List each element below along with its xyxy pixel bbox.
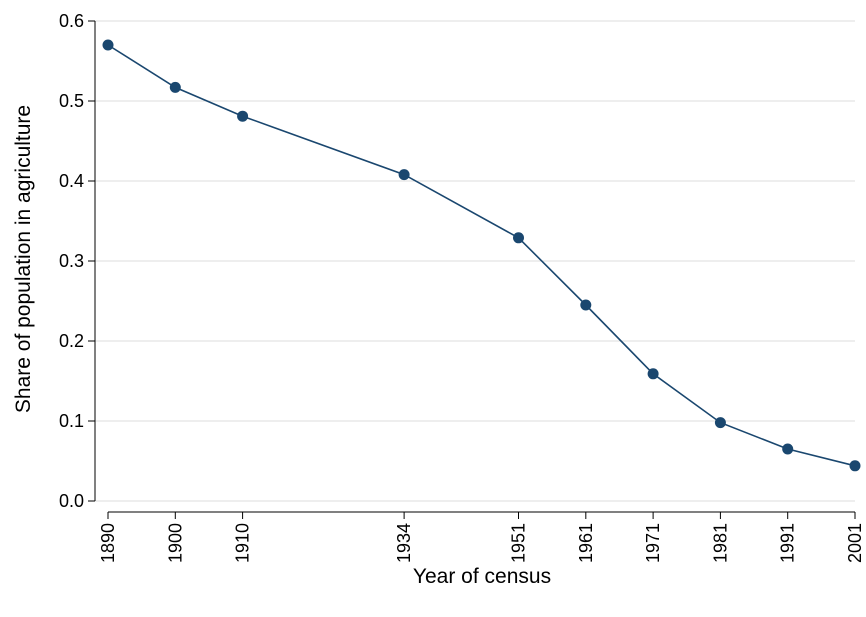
data-point bbox=[398, 169, 410, 181]
y-tick-label: 0.3 bbox=[59, 251, 84, 271]
x-axis: 1890 1900 1910 1934 1951 1961 1971 1981 1991 2001 bbox=[98, 511, 865, 563]
data-point bbox=[513, 232, 525, 244]
x-tick-label: 1951 bbox=[509, 523, 529, 563]
data-point bbox=[714, 417, 726, 429]
x-tick-label: 1991 bbox=[778, 523, 798, 563]
y-axis: 0.0 0.1 0.2 0.3 0.4 0.5 0.6 bbox=[59, 11, 96, 511]
data-point bbox=[849, 460, 861, 472]
data-point bbox=[169, 81, 181, 93]
y-tick-label: 0.4 bbox=[59, 171, 84, 191]
data-point bbox=[647, 368, 659, 380]
y-tick-label: 0.5 bbox=[59, 91, 84, 111]
gridlines bbox=[95, 20, 855, 502]
data-point bbox=[580, 299, 592, 311]
x-tick-label: 1961 bbox=[576, 523, 596, 563]
x-tick-label: 2001 bbox=[845, 523, 865, 563]
x-tick-label: 1910 bbox=[233, 523, 253, 563]
y-tick-label: 0.0 bbox=[59, 491, 84, 511]
data-point bbox=[782, 443, 794, 455]
series-layer bbox=[102, 39, 861, 472]
y-axis-title: Share of population in agriculture bbox=[12, 105, 35, 413]
x-tick-label: 1900 bbox=[165, 523, 185, 563]
y-tick-label: 0.6 bbox=[59, 11, 84, 31]
y-tick-label: 0.2 bbox=[59, 331, 84, 351]
series-line bbox=[107, 44, 856, 467]
x-axis-title: Year of census bbox=[413, 565, 551, 588]
data-point bbox=[102, 39, 114, 51]
x-tick-label: 1934 bbox=[394, 523, 414, 563]
y-tick-label: 0.1 bbox=[59, 411, 84, 431]
x-tick-label: 1890 bbox=[98, 523, 118, 563]
x-tick-label: 1971 bbox=[643, 523, 663, 563]
data-point bbox=[237, 110, 249, 122]
x-tick-label: 1981 bbox=[710, 523, 730, 563]
